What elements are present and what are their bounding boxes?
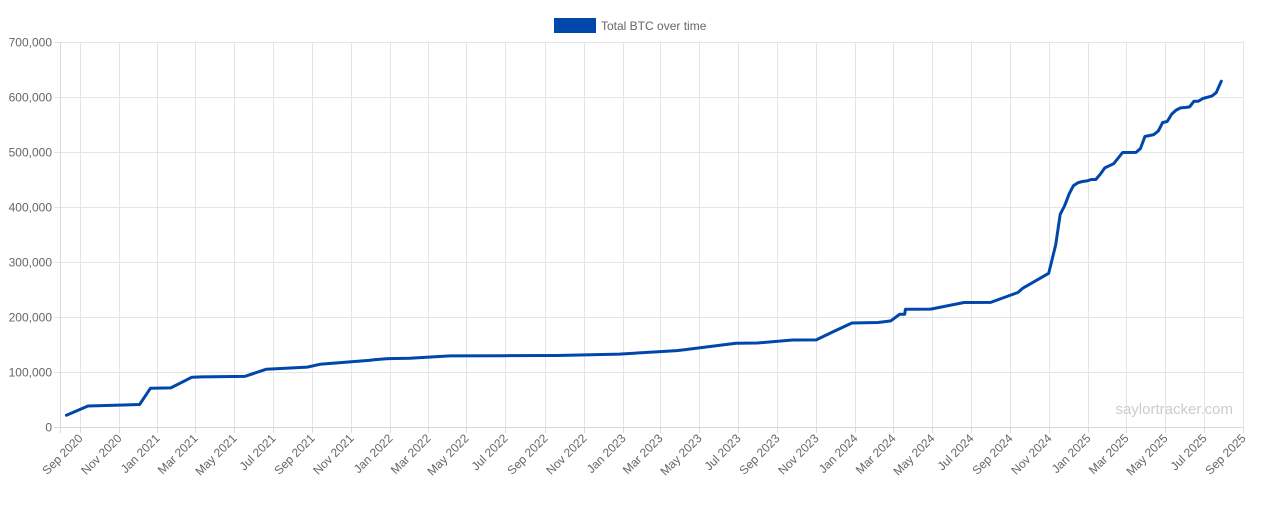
x-tick-label: Sep 2021 <box>271 431 317 477</box>
x-tick-label: Sep 2024 <box>969 431 1015 477</box>
x-tick-label: May 2025 <box>1123 431 1170 478</box>
x-tick-label: May 2024 <box>890 431 937 478</box>
x-tick-label: Sep 2022 <box>504 431 550 477</box>
y-tick-label: 200,000 <box>9 311 53 325</box>
x-tick-label: Sep 2020 <box>39 431 85 477</box>
x-tick-label: Nov 2021 <box>310 431 356 477</box>
x-tick-label: Nov 2024 <box>1008 431 1054 477</box>
legend[interactable]: Total BTC over time <box>554 18 707 33</box>
watermark: saylortracker.com <box>1115 401 1233 418</box>
grid <box>54 42 1244 433</box>
x-tick-label: Sep 2023 <box>736 431 782 477</box>
x-tick-label: May 2022 <box>424 431 471 478</box>
x-tick-label: May 2021 <box>192 431 239 478</box>
x-tick-label: Sep 2025 <box>1202 431 1248 477</box>
x-tick-label: May 2023 <box>657 431 704 478</box>
axes: 0 100,000 200,000 300,000 400,000 500,000 600,… <box>9 36 1249 479</box>
x-tick-label: Nov 2023 <box>775 431 821 477</box>
y-tick-label: 500,000 <box>9 146 53 160</box>
y-tick-label: 700,000 <box>9 36 53 50</box>
legend-swatch[interactable] <box>554 18 596 33</box>
y-tick-label: 600,000 <box>9 91 53 105</box>
series-layer <box>64 79 1223 417</box>
y-tick-label: 400,000 <box>9 201 53 215</box>
series-line <box>64 79 1223 417</box>
x-tick-label: Nov 2020 <box>78 431 124 477</box>
y-tick-label: 0 <box>45 421 52 435</box>
y-tick-label: 100,000 <box>9 366 53 380</box>
y-tick-label: 300,000 <box>9 256 53 270</box>
x-tick-label: Nov 2022 <box>543 431 589 477</box>
legend-label: Total BTC over time <box>601 19 707 33</box>
